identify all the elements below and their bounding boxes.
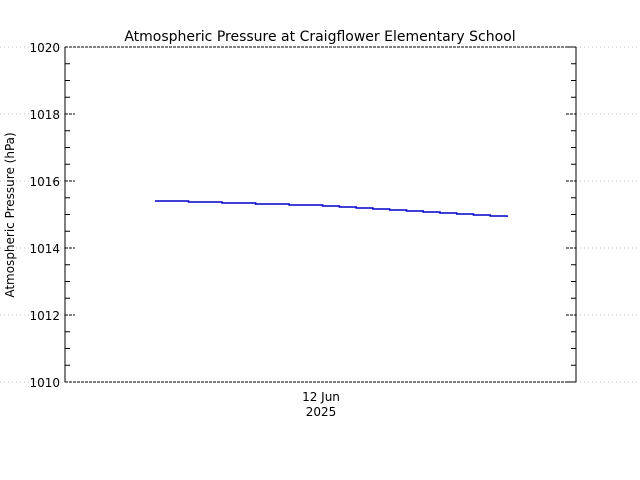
y-tick-label: 1016 [29, 175, 60, 189]
y-tick-label: 1020 [29, 41, 60, 55]
y-tick-label: 1014 [29, 242, 60, 256]
y-tick-label: 1018 [29, 108, 60, 122]
pressure-line [155, 200, 508, 217]
x-tick-label-date: 12 Jun [302, 390, 340, 404]
y-axis-ticks: 1010 1012 1014 1016 1018 1020 [29, 41, 576, 390]
chart-title: Atmospheric Pressure at Craigflower Elem… [124, 29, 515, 45]
y-tick-label: 1010 [29, 376, 60, 390]
y-axis-label: Atmospheric Pressure (hPa) [3, 132, 17, 297]
axes [64, 46, 577, 383]
y-tick-label: 1012 [29, 309, 60, 323]
x-tick-label-year: 2025 [306, 405, 337, 419]
grid-lines [0, 46, 640, 383]
